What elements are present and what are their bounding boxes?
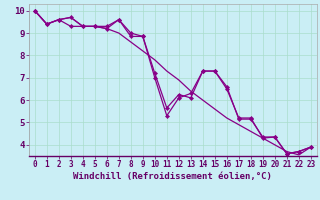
X-axis label: Windchill (Refroidissement éolien,°C): Windchill (Refroidissement éolien,°C) (73, 172, 272, 181)
